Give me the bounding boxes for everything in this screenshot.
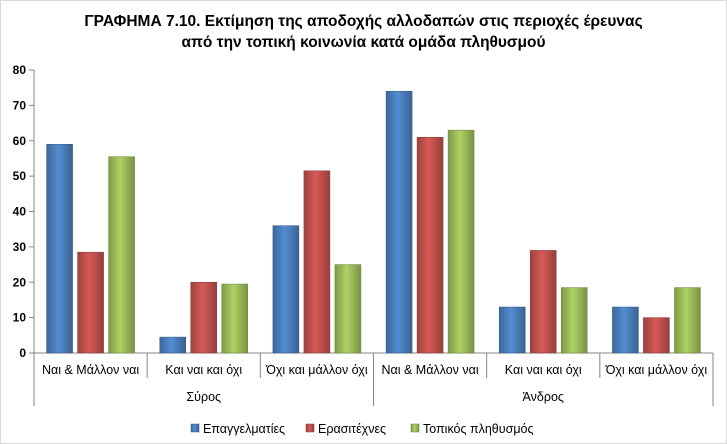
y-tick-label: 50 [13,169,27,183]
legend-label: Τοπικός πληθυσμός [423,422,534,436]
bar [643,317,670,354]
bar [46,144,73,354]
bar [561,287,588,354]
bar [334,264,362,354]
legend-label: Ερασιτέχνες [318,422,386,436]
category-label: Όχι και μάλλον όχι [265,363,368,377]
category-label: Και ναι και όχι [505,363,582,377]
legend-swatch [190,423,200,433]
y-tick-label: 30 [13,240,27,254]
chart-title-line-1: ΓΡΑΦΗΜΑ 7.10. Εκτίμηση της αποδοχής αλλο… [84,13,643,30]
bar [447,129,475,354]
category-label: Ναι & Μάλλον ναι [381,363,478,377]
bar [159,336,186,354]
bar [530,250,557,354]
chart-title-line-2: από την τοπική κοινωνία κατά ομάδα πληθυ… [181,34,546,51]
group-label: Άνδρος [523,390,564,404]
bar [612,306,639,354]
y-tick-label: 20 [13,275,27,289]
chart-title: ΓΡΑΦΗΜΑ 7.10. Εκτίμηση της αποδοχής αλλο… [1,11,726,53]
y-tick-label: 60 [13,134,27,148]
y-tick-label: 40 [13,205,27,219]
bar [674,287,701,354]
bar [385,90,413,354]
y-tick-label: 0 [19,346,26,360]
bar [499,306,526,354]
y-tick-label: 80 [13,63,27,77]
bar [303,170,331,354]
category-label: Όχι και μάλλον όχι [605,363,708,377]
bar [108,156,135,354]
legend-swatch [410,423,420,433]
category-label: Και ναι και όχι [165,363,242,377]
bar [190,282,217,354]
bar [221,283,248,354]
y-tick-label: 70 [13,98,27,112]
y-tick-label: 10 [13,311,27,325]
category-label: Ναι & Μάλλον ναι [42,363,139,377]
legend-label: Επαγγελματίες [203,422,285,436]
group-label: Σύρος [186,390,221,404]
bar [272,225,300,354]
bar [77,251,104,354]
legend-swatch [305,423,315,433]
bar [416,136,444,354]
